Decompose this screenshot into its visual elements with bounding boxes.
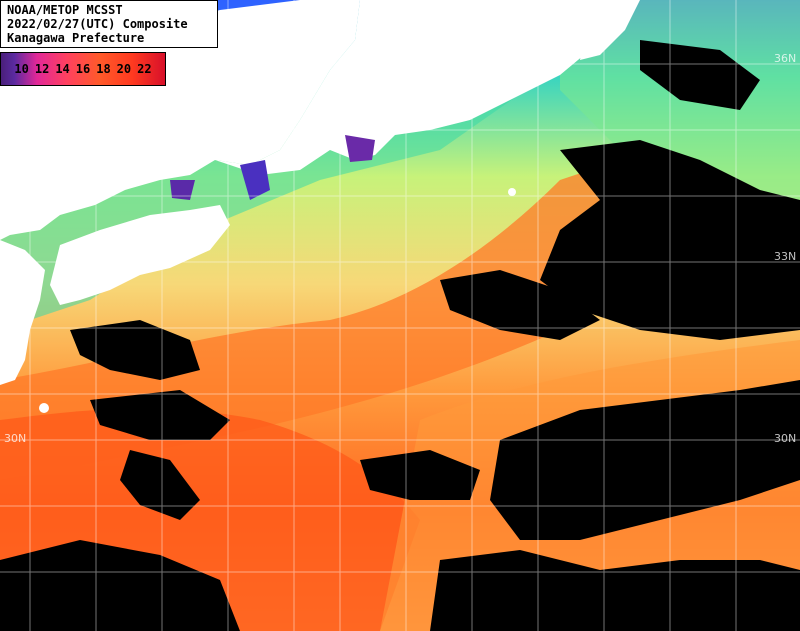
legend-tick: 16 — [75, 62, 91, 76]
land-kii-peninsula — [215, 0, 610, 175]
land-kyushu — [0, 240, 45, 385]
legend-tick: 14 — [55, 62, 70, 76]
latitude-label-30n-right: 30N — [774, 432, 797, 445]
bay-kii-channel — [170, 180, 195, 200]
latitude-label-30n-left: 30N — [4, 432, 27, 445]
land-island — [508, 188, 516, 196]
map-title-box: NOAA/METOP MCSST 2022/02/27(UTC) Composi… — [0, 0, 218, 48]
temperature-legend: 10 12 14 16 18 20 22 — [0, 52, 166, 86]
bay-ise — [345, 135, 375, 162]
bay-osaka — [240, 160, 270, 200]
title-line-date: 2022/02/27(UTC) Composite — [7, 17, 188, 31]
legend-tick: 12 — [34, 62, 50, 76]
legend-tick: 18 — [96, 62, 111, 76]
legend-tick: 20 — [116, 62, 132, 76]
land-island — [39, 403, 49, 413]
latitude-label-36n: 36N — [774, 52, 797, 65]
latitude-label-33n: 33N — [774, 250, 797, 263]
land-izu — [580, 0, 640, 60]
title-line-source: Kanagawa Prefecture — [7, 31, 145, 45]
land-shikoku — [50, 205, 230, 305]
legend-tick: 22 — [137, 62, 152, 76]
legend-tick: 10 — [14, 62, 29, 76]
title-line-sensor: NOAA/METOP MCSST — [7, 3, 123, 17]
longitude-label-136e: 136E — [316, 8, 329, 36]
cloud-cover — [0, 40, 800, 631]
